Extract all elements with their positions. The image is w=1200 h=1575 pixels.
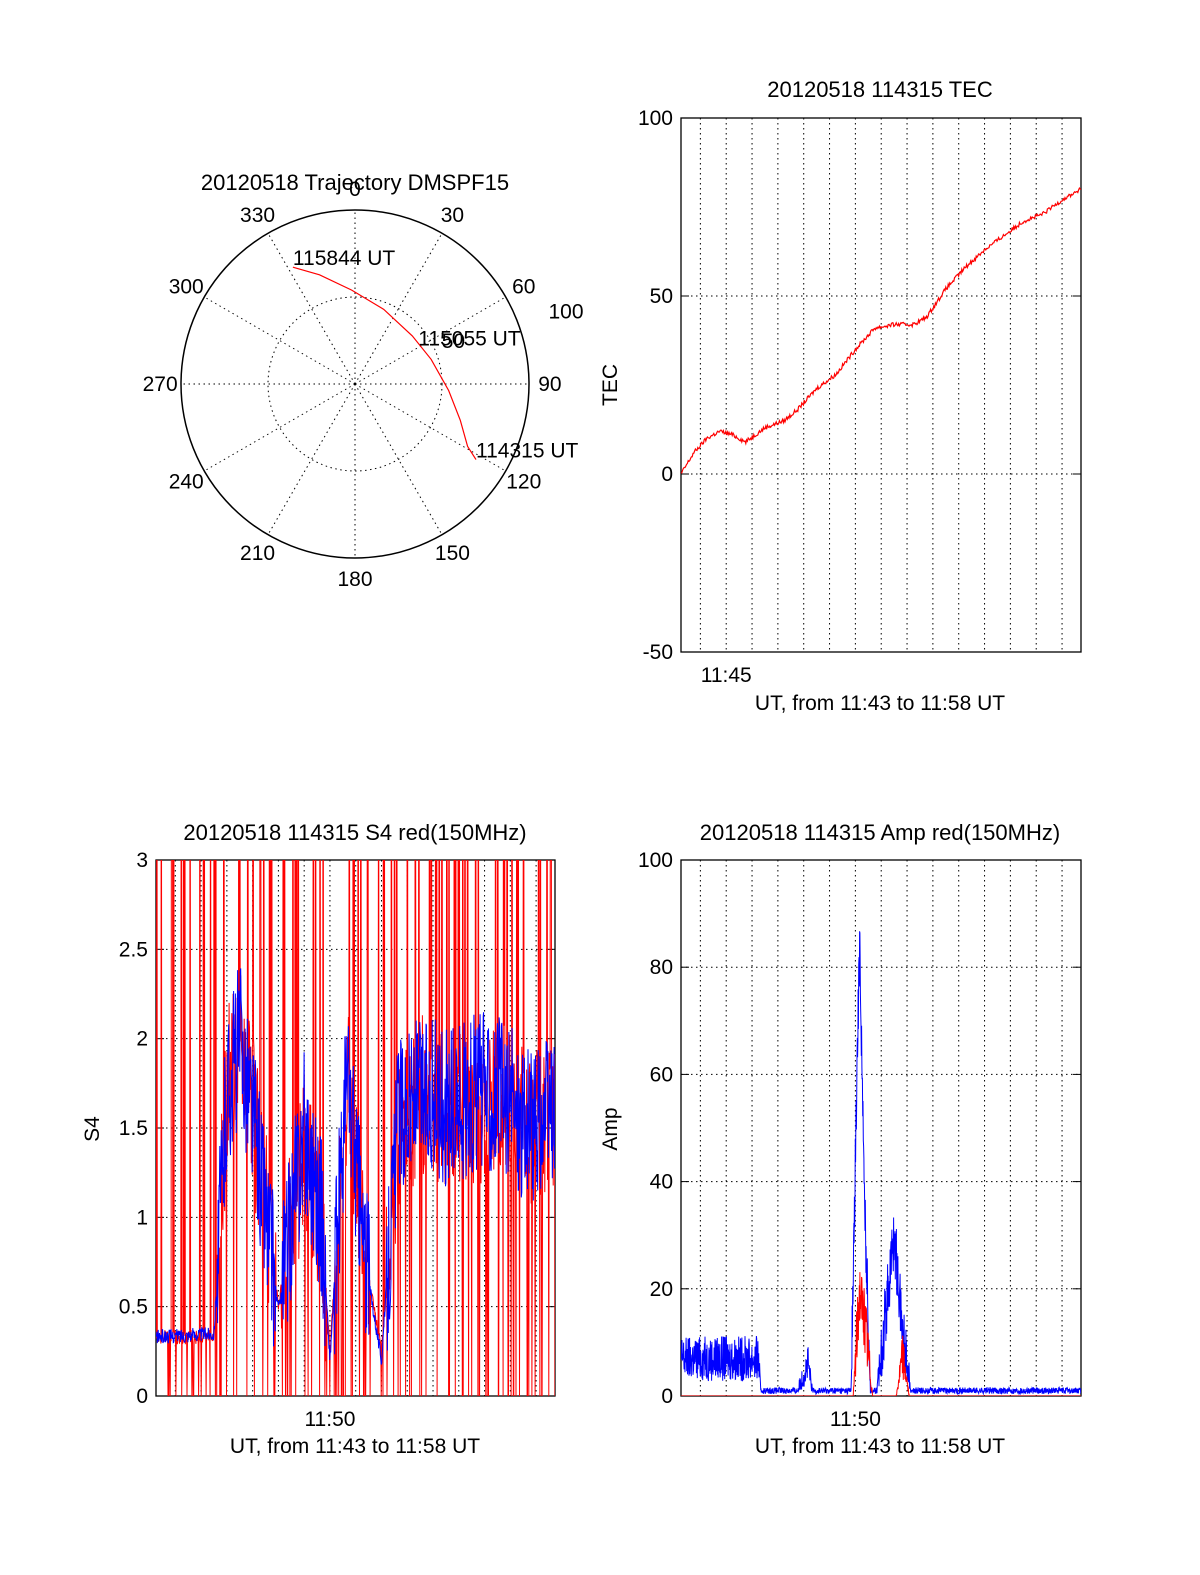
trajectory-title: 20120518 Trajectory DMSPF15 xyxy=(201,170,509,195)
s4-marks xyxy=(156,860,555,1396)
polar-spoke xyxy=(354,383,443,535)
tec-ytick-label: 50 xyxy=(650,285,673,308)
polar-inner-ring xyxy=(267,296,443,472)
tec-frame xyxy=(680,117,1082,653)
polar-angle-label: 30 xyxy=(441,204,464,227)
amp-grid: 0 20 40 60 80 100 11:50 xyxy=(638,849,1082,1431)
amp-ylabel: Amp xyxy=(599,1107,622,1150)
amp-ytick-label: 80 xyxy=(650,956,673,979)
polar-angle-label: 60 xyxy=(512,276,535,299)
amp-ytick-label: 20 xyxy=(650,1278,673,1301)
polar-annotation: 115055 UT xyxy=(418,327,521,350)
amp-title: 20120518 114315 Amp red(150MHz) xyxy=(700,820,1060,845)
polar-spoke xyxy=(354,233,443,385)
trajectory-polar-panel: 20120518 Trajectory DMSPF15 0 30 60 90 120 15… xyxy=(143,170,584,591)
polar-angle-label: 270 xyxy=(143,373,178,396)
s4-ytick-label: 3 xyxy=(136,849,148,872)
tec-title: 20120518 114315 TEC xyxy=(767,77,993,102)
tec-series-0-line xyxy=(681,187,1081,474)
polar-angle-label: 0 xyxy=(349,178,361,201)
s4-ytick-label: 2 xyxy=(136,1028,148,1051)
s4-ytick-label: 1.5 xyxy=(119,1117,148,1140)
amp-panel: 20120518 114315 Amp red(150MHz) 0 20 40 60 8… xyxy=(599,820,1082,1458)
amp-ytick-label: 60 xyxy=(650,1063,673,1086)
polar-angle-label: 150 xyxy=(435,542,470,565)
s4-panel: 20120518 114315 S4 red(150MHz) 0 0.5 1 1.5 2… xyxy=(81,820,556,1458)
polar-angle-label: 180 xyxy=(337,568,372,591)
polar-angle-label: 330 xyxy=(240,204,275,227)
amp-xlabel: UT, from 11:43 to 11:58 UT xyxy=(755,1435,1005,1458)
polar-annotation: 114315 UT xyxy=(476,440,579,463)
tec-ytick-label: 100 xyxy=(638,107,673,130)
polar-radial-label: 100 xyxy=(549,300,584,323)
s4-ytick-label: 1 xyxy=(136,1206,148,1229)
amp-ytick-label: 100 xyxy=(638,849,673,872)
amp-xtick-label: 11:50 xyxy=(830,1408,881,1431)
polar-spoke xyxy=(204,383,356,472)
tec-ylabel: TEC xyxy=(599,364,622,406)
polar-outer-ring xyxy=(180,209,530,559)
s4-ytick-label: 0.5 xyxy=(119,1296,148,1319)
tec-xlabel: UT, from 11:43 to 11:58 UT xyxy=(755,692,1005,715)
tec-grid: -50 0 50 100 11:45 xyxy=(638,107,1082,687)
amp-ytick-label: 0 xyxy=(661,1385,673,1408)
s4-ytick-label: 2.5 xyxy=(119,938,148,961)
polar-angle-label: 90 xyxy=(538,373,561,396)
s4-title: 20120518 114315 S4 red(150MHz) xyxy=(183,820,526,845)
tec-xtick-label: 11:45 xyxy=(701,664,752,687)
polar-annotation: 115844 UT xyxy=(293,247,396,270)
s4-ytick-label: 0 xyxy=(136,1385,148,1408)
tec-marks xyxy=(681,187,1081,474)
polar-angle-label: 120 xyxy=(506,470,541,493)
polar-spoke xyxy=(354,383,506,472)
tec-ytick-label: -50 xyxy=(643,641,673,664)
s4-series-1-line xyxy=(156,968,555,1365)
polar-angle-label: 300 xyxy=(169,276,204,299)
polar-spoke xyxy=(267,383,356,535)
tec-panel: 20120518 114315 TEC -50 0 50 100 11:45 UT, f… xyxy=(599,77,1082,715)
polar-marks: 115844 UT 115055 UT 114315 UT xyxy=(292,247,579,463)
s4-ylabel: S4 xyxy=(81,1116,104,1142)
polar-series-0-line xyxy=(292,266,477,460)
amp-ytick-label: 40 xyxy=(650,1171,673,1194)
polar-angle-label: 210 xyxy=(240,542,275,565)
polar-spoke xyxy=(204,296,356,385)
s4-grid: 0 0.5 1 1.5 2 2.5 3 11:50 xyxy=(119,849,556,1431)
tec-ytick-label: 0 xyxy=(661,463,673,486)
polar-angle-label: 240 xyxy=(169,470,204,493)
polar-spoke xyxy=(354,296,506,385)
s4-xtick-label: 11:50 xyxy=(304,1408,355,1431)
polar-radial-label: 50 xyxy=(442,330,465,353)
polar-spoke xyxy=(267,233,356,385)
s4-xlabel: UT, from 11:43 to 11:58 UT xyxy=(230,1435,480,1458)
amp-series-0-line xyxy=(681,931,1081,1396)
polar-grid: 0 30 60 90 120 150 180 210 240 270 300 330 50 100 xyxy=(143,178,584,591)
amp-marks xyxy=(681,931,1081,1396)
